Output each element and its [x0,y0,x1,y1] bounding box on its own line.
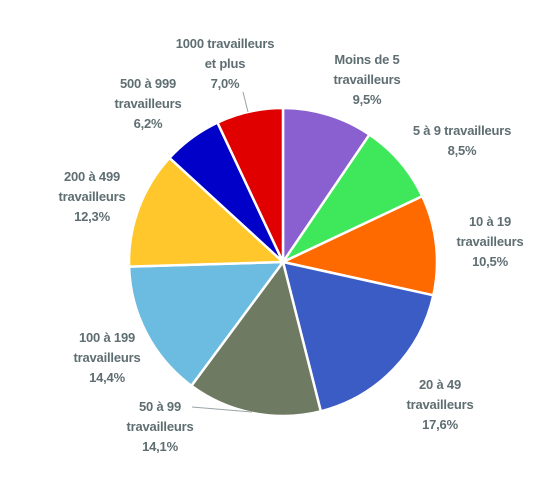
slice-label-line: 200 à 499 [64,169,120,184]
slice-label-line: travailleurs [74,350,141,365]
slice-label-line: 17,6% [422,417,459,432]
slice-label-line: et plus [205,56,246,71]
slice-label-line: travailleurs [127,419,194,434]
slice-label-5: 100 à 199 travailleurs 14,4% [74,330,141,385]
slice-label-line: 1000 travailleurs [176,36,275,51]
slice-label-7: 500 à 999 travailleurs 6,2% [115,76,182,131]
slice-labels: Moins de 5 travailleurs 9,5% 5 à 9 travaill… [59,36,524,454]
slice-label-0: Moins de 5 travailleurs 9,5% [334,52,401,107]
pie-slice-8 [215,106,285,263]
slice-label-line: 9,5% [353,92,382,107]
slice-label-line: 6,2% [134,116,163,131]
slice-label-line: 20 à 49 [419,377,461,392]
pie-slice-4 [189,259,323,418]
leader-lines [191,91,253,413]
pie-slice-5 [127,260,286,388]
pie-slice-2 [279,194,439,297]
slice-label-line: 8,5% [448,143,477,158]
slice-label-8: 1000 travailleurs et plus 7,0% [176,36,275,91]
slice-label-line: Moins de 5 [334,52,399,67]
slice-label-line: 100 à 199 [79,330,135,345]
leader-line-4 [191,406,253,413]
slice-label-1: 5 à 9 travailleurs 8,5% [413,123,511,158]
pie-slice-0 [281,106,372,267]
slice-label-line: 5 à 9 travailleurs [413,123,511,138]
slice-label-6: 200 à 499 travailleurs 12,3% [59,169,126,224]
pie-slice-3 [281,260,435,413]
slice-label-3: 20 à 49 travailleurs 17,6% [407,377,474,432]
slice-label-line: travailleurs [334,72,401,87]
slice-label-line: 500 à 999 [120,76,176,91]
slice-label-line: travailleurs [457,234,524,249]
slice-label-line: travailleurs [115,96,182,111]
slice-label-line: 50 à 99 [139,399,181,414]
pie-slice-6 [127,156,287,268]
pie-slices [127,106,439,418]
slice-label-line: 10,5% [472,254,509,269]
slice-label-2: 10 à 19 travailleurs 10,5% [457,214,524,269]
leader-line-8 [242,91,249,113]
slice-label-line: 7,0% [211,76,240,91]
slice-label-line: 10 à 19 [469,214,511,229]
slice-label-line: 14,1% [142,439,179,454]
slice-label-line: 14,4% [89,370,126,385]
slice-label-line: travailleurs [59,189,126,204]
slice-label-line: travailleurs [407,397,474,412]
slice-label-4: 50 à 99 travailleurs 14,1% [127,399,194,454]
slice-label-line: 12,3% [74,209,111,224]
